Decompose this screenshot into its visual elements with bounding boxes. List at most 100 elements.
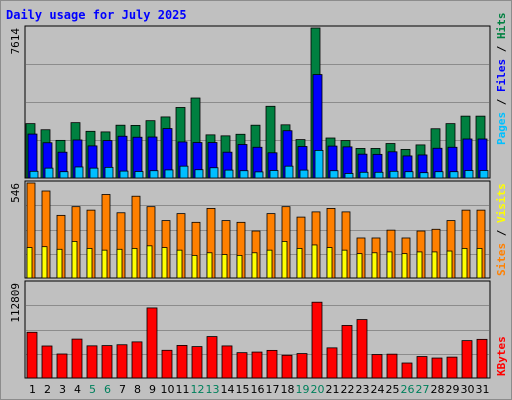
bar-visits-2 (41, 246, 48, 279)
bar-pages-27 (419, 172, 429, 179)
bar-pages-24 (374, 171, 384, 179)
bar-pages-17 (269, 170, 279, 179)
bar-visits-1 (26, 247, 33, 279)
legend-separator: / (495, 39, 508, 59)
x-tick-label-7: 7 (119, 383, 126, 396)
bar-kbytes-6 (101, 345, 113, 379)
bar-visits-20 (311, 244, 318, 279)
x-tick-label-16: 16 (251, 383, 265, 396)
x-tick-label-21: 21 (326, 383, 340, 396)
bar-visits-27 (416, 251, 423, 279)
legend-kbytes: KBytes (495, 336, 508, 376)
bar-kbytes-26 (401, 362, 413, 379)
bar-pages-3 (59, 171, 69, 179)
bar-kbytes-9 (146, 307, 158, 379)
x-tick-label-19: 19 (296, 383, 310, 396)
bar-pages-4 (74, 166, 84, 179)
bar-visits-5 (86, 248, 93, 279)
bar-pages-23 (359, 171, 369, 179)
bar-kbytes-13 (206, 336, 218, 379)
bar-visits-23 (356, 253, 363, 279)
bar-visits-11 (176, 249, 183, 279)
bar-kbytes-11 (176, 345, 188, 379)
legend-hits: Hits (495, 13, 508, 40)
x-tick-label-5: 5 (89, 383, 96, 396)
bar-pages-8 (134, 171, 144, 179)
bar-pages-7 (119, 170, 129, 179)
x-tick-label-12: 12 (191, 383, 205, 396)
bar-visits-13 (206, 252, 213, 279)
bar-kbytes-17 (266, 349, 278, 379)
x-tick-label-23: 23 (356, 383, 370, 396)
bar-pages-26 (404, 171, 414, 179)
x-tick-label-4: 4 (74, 383, 81, 396)
bar-pages-1 (29, 170, 39, 179)
bar-visits-4 (71, 241, 78, 279)
bar-kbytes-2 (41, 345, 53, 379)
y-max-label-1: 546 (9, 183, 22, 203)
x-tick-label-17: 17 (266, 383, 280, 396)
bar-kbytes-22 (341, 325, 353, 379)
legend-pages: Pages (495, 112, 508, 145)
bar-kbytes-27 (416, 356, 428, 379)
bar-kbytes-4 (71, 338, 83, 379)
bar-visits-14 (221, 254, 228, 279)
chart-title: Daily usage for July 2025 (6, 8, 187, 22)
bar-pages-19 (299, 169, 309, 179)
bar-visits-25 (386, 251, 393, 279)
x-tick-label-3: 3 (59, 383, 66, 396)
bar-visits-7 (116, 248, 123, 279)
bar-visits-19 (296, 248, 303, 279)
bar-visits-3 (56, 248, 63, 279)
bar-pages-30 (464, 170, 474, 179)
bar-kbytes-1 (26, 331, 38, 379)
bar-visits-9 (146, 245, 153, 279)
bar-pages-14 (224, 169, 234, 179)
x-tick-label-26: 26 (401, 383, 415, 396)
x-tick-label-27: 27 (416, 383, 430, 396)
bar-pages-5 (89, 167, 99, 179)
x-tick-label-13: 13 (206, 383, 220, 396)
bar-kbytes-15 (236, 352, 248, 379)
bar-visits-6 (101, 249, 108, 279)
x-tick-label-14: 14 (221, 383, 235, 396)
bar-pages-9 (149, 170, 159, 179)
bar-pages-6 (104, 166, 114, 179)
bar-kbytes-18 (281, 354, 293, 379)
x-tick-label-8: 8 (134, 383, 141, 396)
bar-pages-20 (314, 150, 324, 179)
x-tick-label-20: 20 (311, 383, 325, 396)
bar-kbytes-7 (116, 344, 128, 379)
bar-visits-30 (461, 248, 468, 279)
bar-visits-29 (446, 250, 453, 279)
bar-kbytes-8 (131, 341, 143, 379)
bar-kbytes-14 (221, 345, 233, 379)
bar-visits-26 (401, 253, 408, 279)
bar-kbytes-21 (326, 347, 338, 379)
bar-pages-29 (449, 171, 459, 179)
bar-kbytes-3 (56, 353, 68, 379)
x-tick-label-24: 24 (371, 383, 385, 396)
legend-bottom: KBytes (495, 336, 508, 376)
bar-pages-2 (44, 167, 54, 179)
x-tick-label-1: 1 (29, 383, 36, 396)
bar-pages-31 (479, 170, 489, 179)
bar-visits-28 (431, 251, 438, 279)
bar-kbytes-16 (251, 351, 263, 379)
bar-kbytes-20 (311, 301, 323, 379)
bar-kbytes-24 (371, 354, 383, 379)
bar-pages-10 (164, 169, 174, 179)
bar-kbytes-19 (296, 353, 308, 379)
x-tick-label-30: 30 (461, 383, 475, 396)
x-tick-label-31: 31 (476, 383, 490, 396)
bar-kbytes-30 (461, 340, 473, 379)
bar-pages-21 (329, 170, 339, 179)
bar-visits-24 (371, 252, 378, 279)
bar-pages-12 (194, 169, 204, 179)
bar-visits-31 (476, 248, 483, 279)
legend-separator: / (495, 223, 508, 243)
bar-kbytes-12 (191, 346, 203, 379)
bar-kbytes-28 (431, 357, 443, 379)
bar-kbytes-10 (161, 349, 173, 379)
